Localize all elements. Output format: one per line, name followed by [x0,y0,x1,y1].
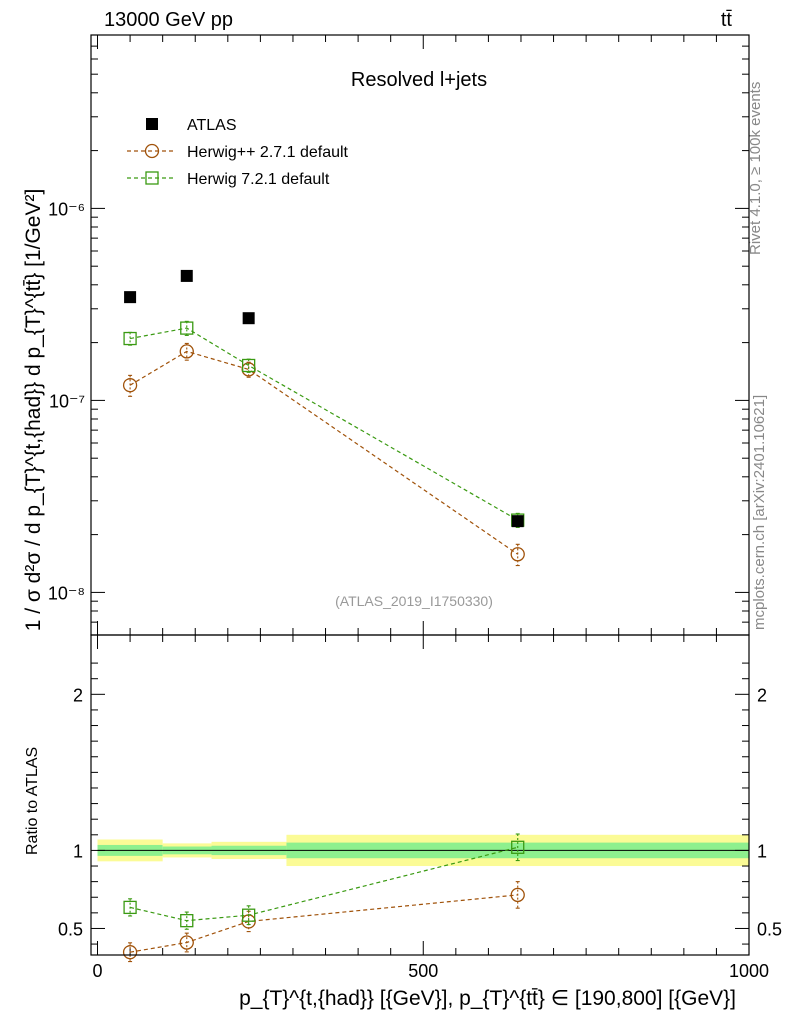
analysis-label: (ATLAS_2019_I1750330) [335,593,493,609]
data-point [242,358,256,373]
header-process-label: tt̄ [721,9,733,31]
data-point [511,840,525,854]
x-tick-label: 1000 [729,961,769,981]
data-point [180,321,194,335]
ratio-plot-panel: 0.5 0.5 1 1 2 2 0 500 1000 Ratio to ATLAS p_{T}^… [24,634,782,1010]
ratio-y-axis-label: Ratio to ATLAS [24,747,41,855]
y-tick-label: 2 [73,685,83,705]
y-tick-label: 2 [757,685,767,705]
x-axis-label: p_{T}^{t,{had}} [{GeV}], p_{T}^{tt̄} ∈ [… [239,987,736,1010]
data-point [510,547,525,562]
series-line [129,846,518,922]
main-plot-title: Resolved l+jets [351,69,487,91]
legend-label: ATLAS [187,117,237,134]
y-tick-label: 10⁻⁶ [48,199,85,219]
main-y-axis-label: 1 / σ d²σ / d p_{T}^{t,{had}} d p_{T}^{t… [22,189,45,632]
y-tick-label: 1 [73,841,83,861]
data-point [122,378,138,393]
data-point [180,914,194,928]
y-tick-label: 1 [757,841,767,861]
data-point [179,344,194,359]
legend: ATLAS Herwig++ 2.7.1 default Herwig 7.2.1 … [127,117,349,188]
data-point [124,291,137,304]
y-tick-label: 0.5 [58,919,83,939]
data-point [180,269,193,282]
x-tick-label: 500 [408,961,438,981]
data-point [242,312,255,325]
ratio-plot-frame [90,634,750,956]
data-point [123,900,137,915]
series-line [129,327,519,521]
rivet-label: Rivet 4.1.0, ≥ 100k events [747,82,764,255]
data-point [511,515,524,528]
header-energy-label: 13000 GeV pp [104,9,233,31]
data-point [179,935,194,950]
main-plot-panel: 10⁻⁸ 10⁻⁷ 10⁻⁶ Resolved l+jets (ATLAS_2019… [22,34,750,636]
x-tick-label: 0 [93,961,103,981]
data-point [123,331,137,346]
series-line [129,894,518,953]
legend-label: Herwig++ 2.7.1 default [187,144,349,161]
mcplots-label: mcplots.cern.ch [arXiv:2401.10621] [751,395,768,630]
y-tick-label: 10⁻⁸ [48,583,85,603]
series-line [129,350,519,555]
legend-marker [146,118,158,130]
legend-marker [144,143,160,159]
y-tick-label: 0.5 [757,919,782,939]
legend-marker [145,171,159,185]
data-point [122,945,138,960]
y-tick-label: 10⁻⁷ [49,391,85,411]
data-point [510,887,525,903]
svg-text:1 / σ d²σ / d p_{T}^{t,{had}}: 1 / σ d²σ / d p_{T}^{t,{had}} d p_{T}^{t… [22,189,45,632]
legend-label: Herwig 7.2.1 default [187,171,330,188]
data-point [242,908,256,922]
